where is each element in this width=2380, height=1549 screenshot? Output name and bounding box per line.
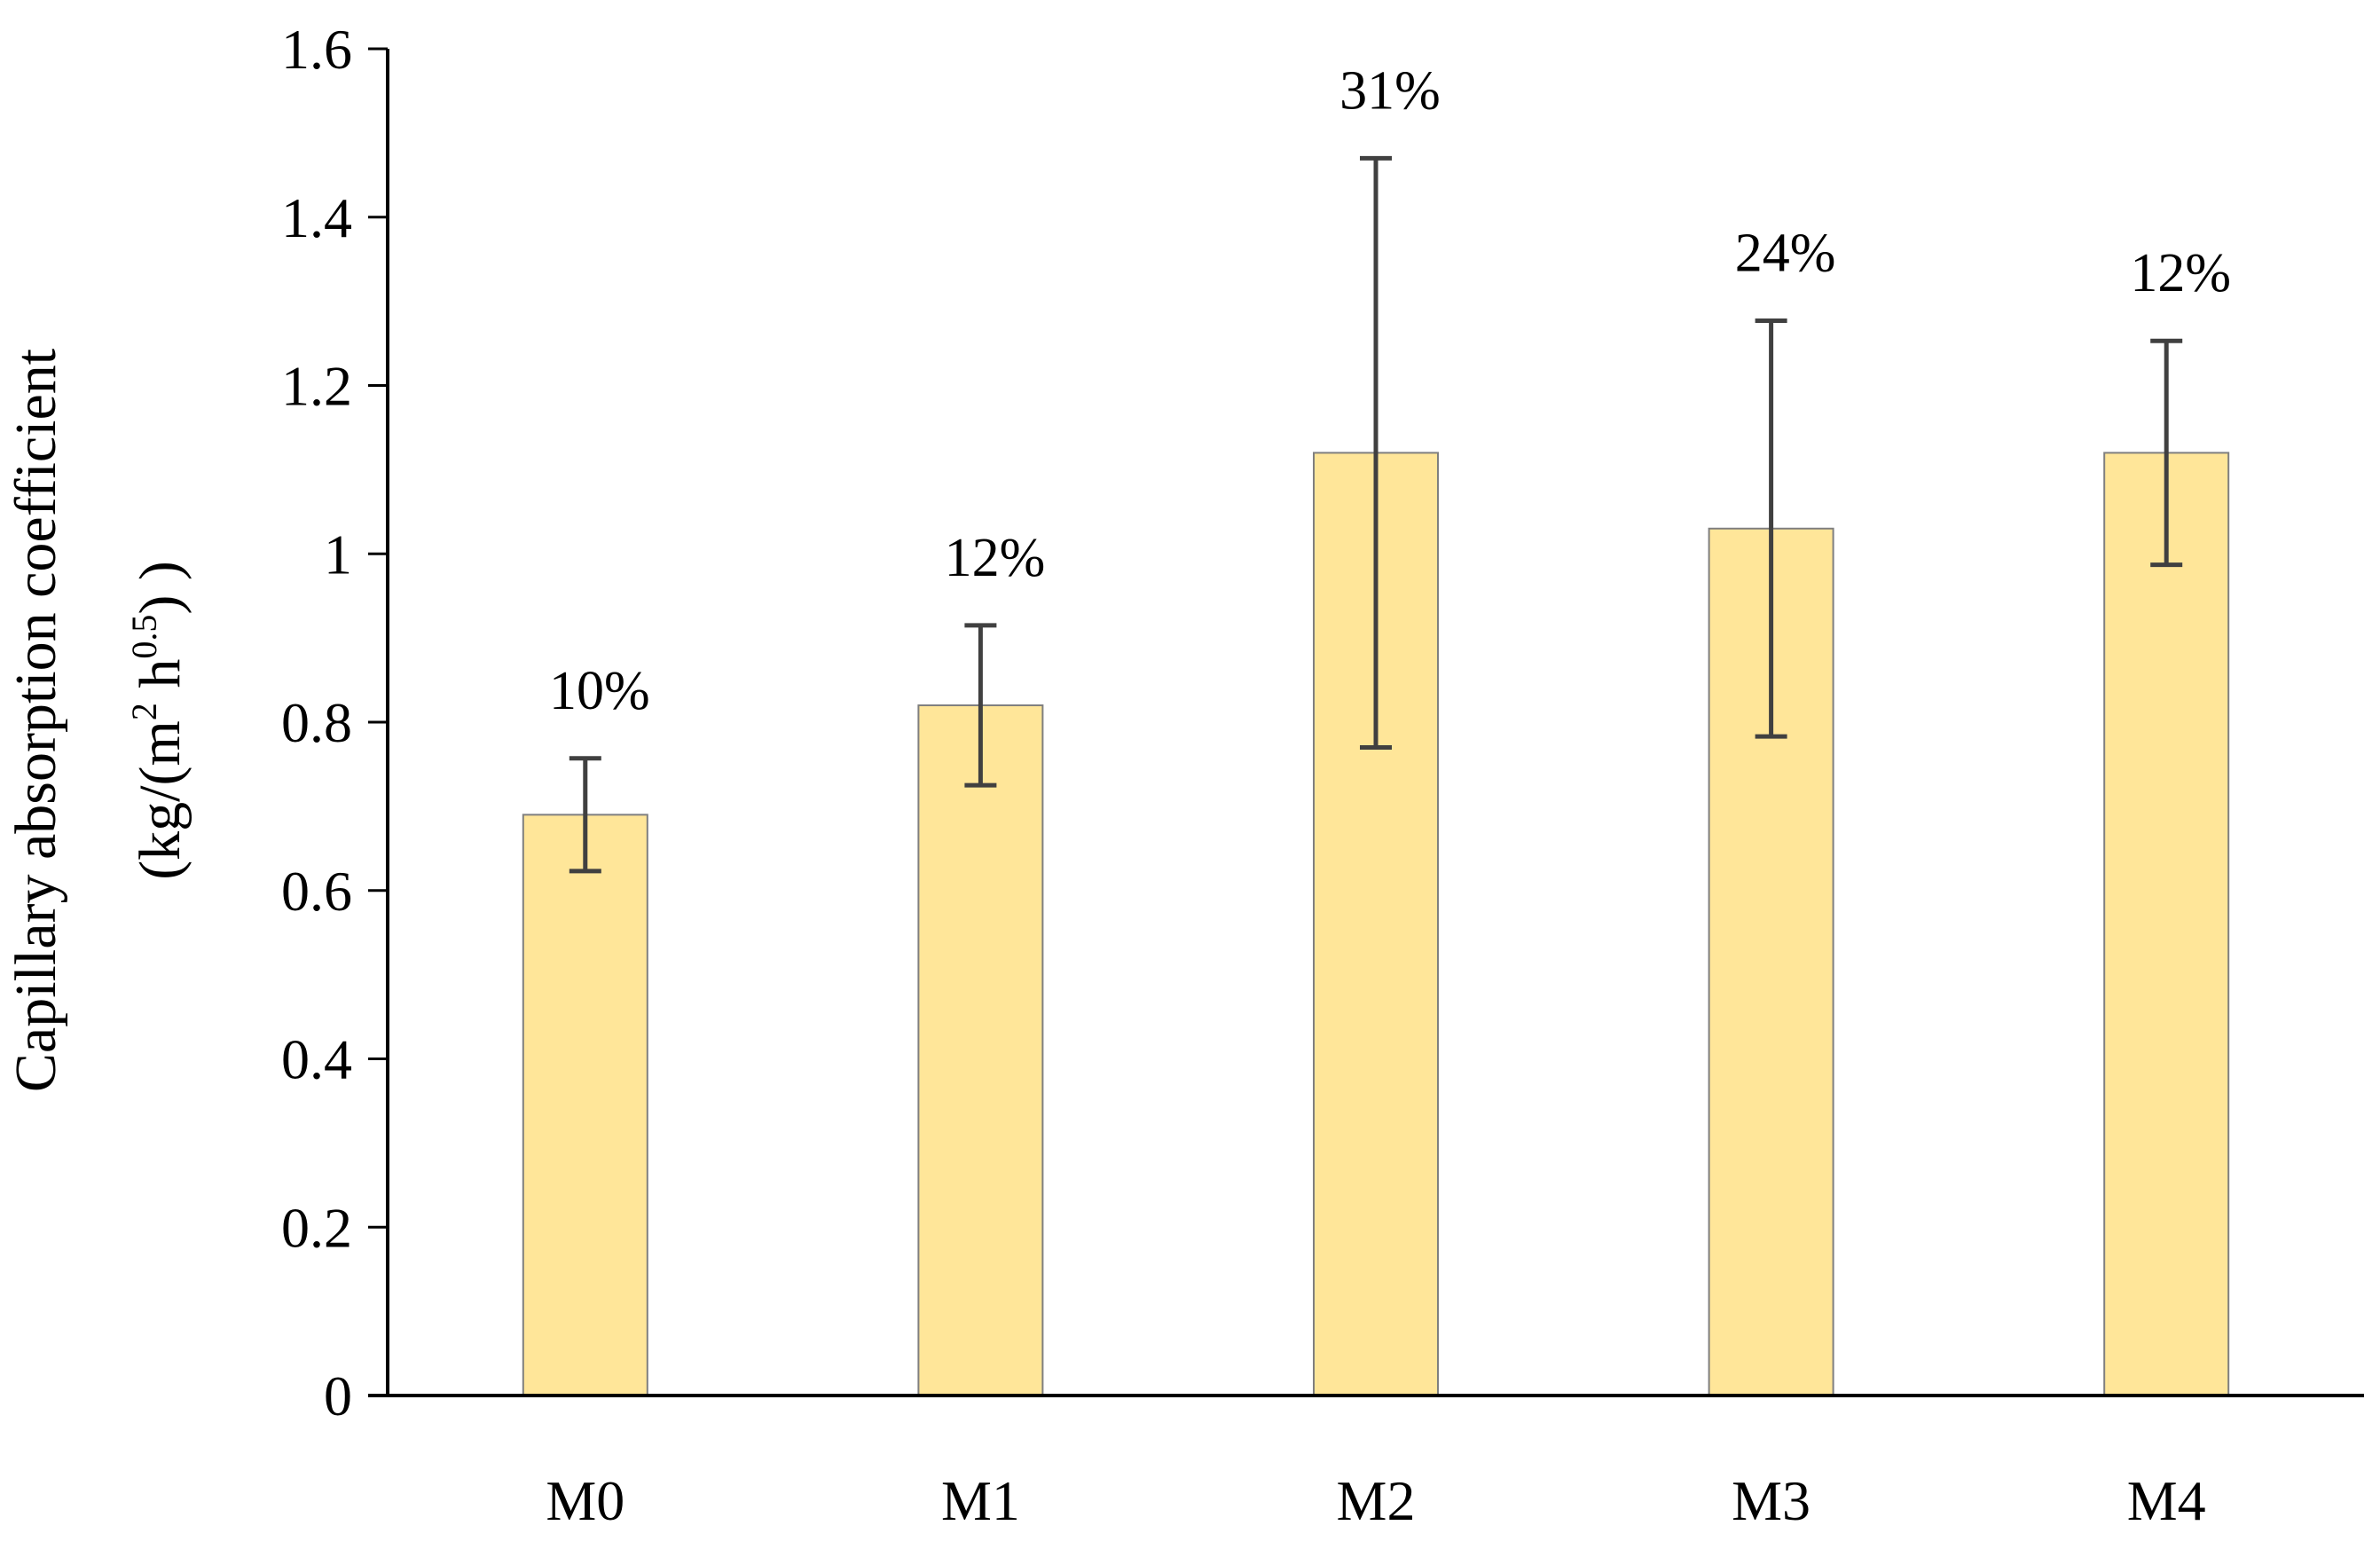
y-tick-label: 1.6: [281, 18, 352, 81]
bar-m4: [2103, 452, 2230, 1396]
y-tick-label: 0: [324, 1364, 352, 1427]
y-axis-title-line1: Capillary absorption coefficient: [4, 349, 68, 1092]
y-tick-label: 1.2: [281, 355, 352, 418]
y-axis-unit-sup1: 2: [124, 703, 164, 720]
plot-area: 0 0.2 0.4 0.6 0.8 1 1.2 1.4 1.6 10% M0 12% M1 31% M2 24…: [281, 18, 2364, 1532]
y-axis-unit-part3: ) ): [128, 561, 192, 614]
data-label-m0: 10%: [549, 661, 650, 721]
y-tick-label: 0.8: [281, 691, 352, 754]
data-label-m1: 12%: [945, 528, 1046, 588]
y-tick-label: 0.6: [281, 860, 352, 923]
y-axis-title: Capillary absorption coefficient (kg/(m2…: [4, 349, 192, 1092]
y-axis-unit-part2: h: [128, 659, 192, 704]
data-label-m4: 12%: [2130, 243, 2231, 303]
y-axis-unit-part1: (kg/(m: [128, 720, 192, 880]
data-label-m3: 24%: [1735, 223, 1836, 283]
x-tick-label-m1: M1: [941, 1469, 1020, 1532]
bar-m1: [917, 704, 1044, 1396]
x-tick-label-m0: M0: [546, 1469, 624, 1532]
x-tick-label-m2: M2: [1337, 1469, 1416, 1532]
y-tick-label: 0.4: [281, 1028, 352, 1091]
y-tick-label: 1.4: [281, 186, 352, 249]
bar-m0: [522, 814, 648, 1396]
x-tick-label-m3: M3: [1732, 1469, 1811, 1532]
y-tick-label: 0.2: [281, 1196, 352, 1259]
data-label-m2: 31%: [1339, 60, 1441, 121]
y-tick-label: 1: [324, 523, 352, 586]
y-axis-unit-sup2: 0.5: [124, 615, 164, 659]
x-tick-label-m4: M4: [2127, 1469, 2206, 1532]
y-axis-title-line2: (kg/(m2 h0.5) ): [124, 561, 192, 880]
